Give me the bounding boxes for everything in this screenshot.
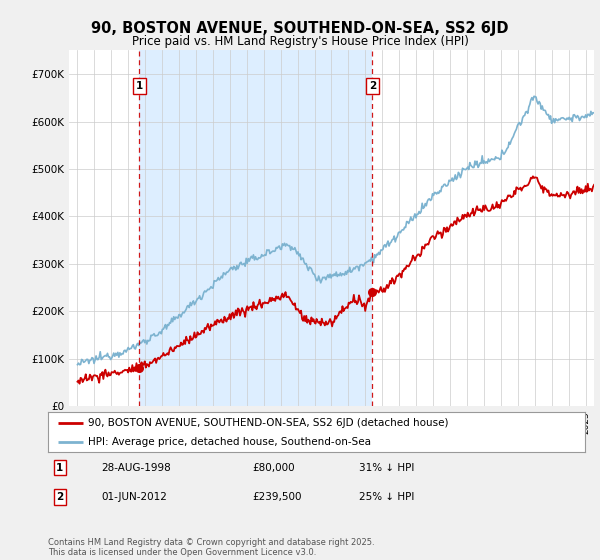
Text: £80,000: £80,000 [252, 463, 295, 473]
Text: 90, BOSTON AVENUE, SOUTHEND-ON-SEA, SS2 6JD (detached house): 90, BOSTON AVENUE, SOUTHEND-ON-SEA, SS2 … [88, 418, 449, 428]
Text: Price paid vs. HM Land Registry's House Price Index (HPI): Price paid vs. HM Land Registry's House … [131, 35, 469, 48]
Text: £239,500: £239,500 [252, 492, 302, 502]
Text: 1: 1 [56, 463, 64, 473]
Text: 90, BOSTON AVENUE, SOUTHEND-ON-SEA, SS2 6JD: 90, BOSTON AVENUE, SOUTHEND-ON-SEA, SS2 … [91, 21, 509, 36]
Text: 28-AUG-1998: 28-AUG-1998 [102, 463, 172, 473]
Text: 2: 2 [56, 492, 64, 502]
Text: 1: 1 [136, 81, 143, 91]
Text: 2: 2 [369, 81, 376, 91]
Text: 01-JUN-2012: 01-JUN-2012 [102, 492, 167, 502]
Text: 31% ↓ HPI: 31% ↓ HPI [359, 463, 415, 473]
Text: Contains HM Land Registry data © Crown copyright and database right 2025.
This d: Contains HM Land Registry data © Crown c… [48, 538, 374, 557]
Bar [139, 50, 373, 406]
Text: 25% ↓ HPI: 25% ↓ HPI [359, 492, 415, 502]
Text: HPI: Average price, detached house, Southend-on-Sea: HPI: Average price, detached house, Sout… [88, 437, 371, 446]
